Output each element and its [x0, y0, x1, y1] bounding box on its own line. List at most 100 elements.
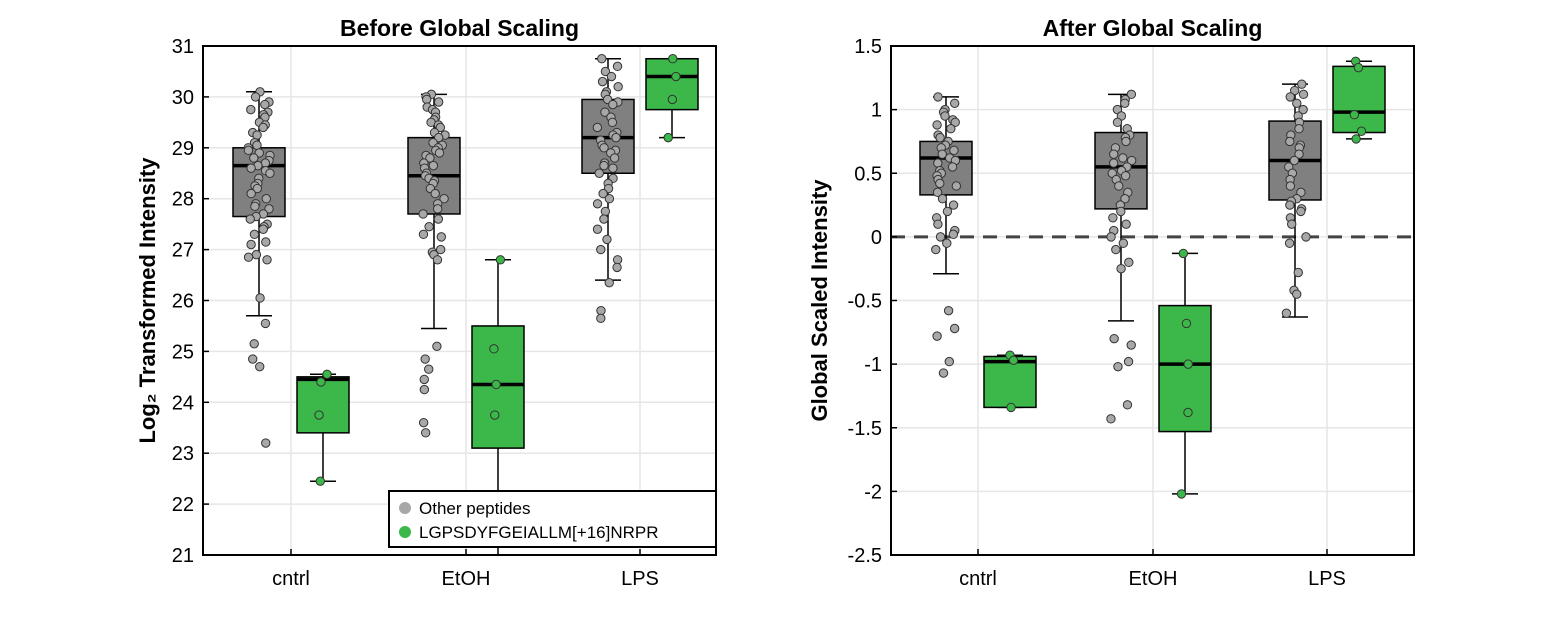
data-point [599, 143, 609, 153]
y-tick-label: -0.5 [848, 291, 882, 313]
data-point [1292, 289, 1302, 299]
data-point [938, 368, 949, 378]
data-point [599, 214, 609, 224]
data-point [935, 232, 946, 242]
data-point [946, 124, 956, 134]
data-point [495, 255, 506, 265]
y-tick-label: 29 [172, 138, 194, 160]
data-point [1120, 171, 1131, 181]
data-point [1289, 85, 1300, 96]
legend-marker [399, 502, 411, 514]
data-point [1284, 238, 1295, 248]
x-tick-label: EtOH [442, 568, 491, 590]
y-axis-label: Log₂ Transformed Intensity [135, 157, 160, 444]
data-point [260, 318, 271, 329]
box-target-EtOH [1158, 248, 1212, 499]
data-point [252, 130, 262, 140]
data-point [933, 219, 943, 229]
data-point [667, 94, 678, 105]
data-point [490, 410, 500, 420]
legend-frame [388, 490, 717, 548]
data-point [419, 384, 430, 395]
data-point [248, 354, 258, 364]
y-tick-label: 28 [172, 189, 194, 211]
data-point [931, 244, 941, 255]
box-iqr [1332, 65, 1386, 134]
data-point [1287, 219, 1297, 229]
chart-title: Before Global Scaling [340, 15, 579, 41]
data-point [935, 132, 945, 143]
legend-marker [399, 526, 411, 538]
y-tick-label: 30 [172, 87, 194, 109]
data-point [435, 244, 446, 255]
data-point [418, 229, 429, 240]
data-point [1108, 158, 1119, 168]
data-point [597, 54, 607, 64]
data-point [255, 293, 265, 303]
data-point [1126, 155, 1137, 166]
data-point [249, 153, 259, 163]
data-point [430, 188, 440, 199]
data-point [1351, 134, 1361, 144]
box-other-LPS [1268, 79, 1322, 318]
data-point [439, 194, 449, 204]
chart-title: After Global Scaling [1043, 15, 1263, 41]
x-tick-label: cntrl [272, 568, 310, 590]
data-point [1297, 79, 1307, 89]
data-point [943, 305, 954, 316]
data-point [606, 71, 617, 82]
data-point [1109, 149, 1119, 159]
box-other-LPS [581, 54, 635, 324]
data-point [316, 377, 326, 387]
y-tick-label: 1 [871, 100, 882, 122]
data-point [425, 153, 435, 163]
data-point [950, 117, 960, 128]
data-point [1285, 181, 1296, 191]
data-point [1114, 181, 1124, 191]
data-point [942, 238, 952, 248]
data-point [1121, 219, 1131, 229]
data-point [432, 204, 443, 214]
data-point [609, 153, 620, 163]
y-tick-label: -1 [864, 354, 882, 376]
data-point [613, 82, 623, 92]
data-point [608, 99, 618, 110]
data-point [596, 313, 606, 324]
data-point [932, 120, 942, 130]
data-point [424, 221, 434, 232]
box-iqr [919, 140, 973, 196]
data-point [246, 239, 256, 250]
y-tick-label: 0 [871, 227, 882, 249]
data-point [1298, 89, 1309, 100]
data-point [418, 209, 428, 219]
data-point [314, 410, 324, 420]
data-point [598, 188, 608, 199]
y-tick-label: 31 [172, 36, 194, 58]
legend: Other peptides LGPSDYFGEIALLM[+16]NRPR [388, 490, 717, 548]
data-point [1285, 136, 1295, 147]
data-point [951, 181, 962, 191]
data-point [255, 361, 265, 372]
y-tick-label: 26 [172, 291, 194, 313]
data-point [933, 92, 943, 102]
data-point [947, 162, 958, 172]
data-point [1116, 206, 1126, 217]
data-point [935, 178, 945, 189]
x-tick-label: cntrl [959, 568, 997, 590]
y-tick-label: 21 [172, 545, 194, 567]
data-point [424, 364, 434, 374]
data-point [600, 107, 610, 117]
data-point [1281, 308, 1292, 318]
data-point [592, 199, 603, 209]
data-point [608, 163, 618, 173]
data-point [436, 232, 447, 242]
data-point [422, 94, 432, 105]
data-point [604, 194, 615, 204]
y-tick-label: 27 [172, 240, 194, 262]
panel-1: 21 22 23 24 25 26 27 28 29 30 31 cntrl EtOH LPS Before… [135, 15, 717, 590]
data-point [937, 149, 947, 159]
data-point [1285, 200, 1295, 210]
data-point [489, 344, 499, 354]
data-point [432, 255, 443, 265]
